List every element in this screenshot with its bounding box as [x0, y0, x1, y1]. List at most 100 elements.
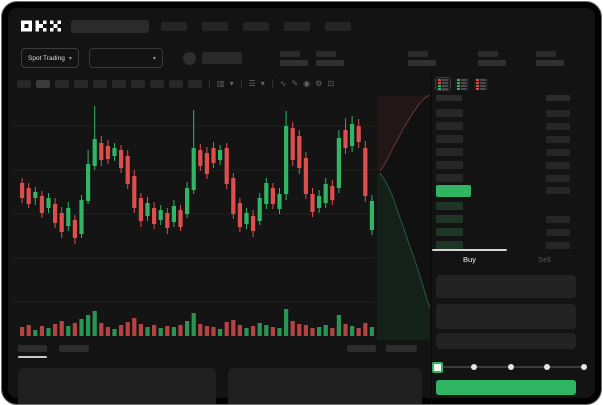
volume-bar — [79, 319, 84, 336]
draw-icon[interactable]: ✎ — [291, 78, 299, 88]
okx-logo[interactable] — [21, 20, 61, 32]
orderbook-bid-row[interactable] — [436, 228, 463, 236]
orderbook-bid-row[interactable] — [436, 241, 463, 249]
candle — [237, 203, 242, 227]
volume-bar — [218, 329, 223, 336]
chart-type-icon[interactable]: ▥ — [217, 78, 225, 88]
timeframe-button[interactable] — [17, 79, 31, 88]
toolbar-divider — [271, 78, 273, 89]
candle — [165, 213, 170, 228]
nav-item-placeholder[interactable] — [161, 21, 187, 31]
nav-item-placeholder[interactable] — [202, 21, 228, 31]
amount-percent-slider[interactable] — [432, 361, 587, 373]
volume-bar — [171, 327, 176, 336]
timeframe-button[interactable] — [169, 79, 183, 88]
settings-icon[interactable]: ⚙ — [315, 78, 323, 88]
candle — [92, 139, 97, 166]
nav-item-placeholder[interactable] — [325, 21, 351, 31]
timeframe-button[interactable] — [55, 79, 69, 88]
candlestick-chart[interactable] — [13, 94, 431, 340]
candle — [79, 200, 84, 234]
candle — [297, 136, 302, 168]
volume-bar — [251, 326, 256, 336]
orderbook-ask-row[interactable] — [436, 161, 463, 169]
active-tab-indicator — [432, 249, 507, 251]
volume-bar — [158, 328, 163, 336]
bottom-tab[interactable] — [59, 345, 89, 352]
orderbook-price-header[interactable] — [436, 95, 462, 101]
nav-item-placeholder[interactable] — [243, 21, 269, 31]
orderbook-ask-row[interactable] — [436, 135, 463, 143]
timeframe-button[interactable] — [131, 79, 145, 88]
toolbar-divider — [240, 78, 242, 89]
timeframe-button[interactable] — [150, 79, 164, 88]
candle — [244, 213, 249, 224]
timeframe-button[interactable] — [93, 79, 107, 88]
ticker-stat — [315, 50, 344, 66]
slider-stop[interactable] — [470, 364, 477, 370]
volume-bar — [191, 313, 196, 336]
bottom-panel — [18, 368, 216, 404]
orderbook-bids-icon[interactable] — [455, 78, 469, 90]
pair-name-placeholder — [201, 52, 242, 64]
fullscreen-icon[interactable]: ⊡ — [327, 78, 335, 88]
candle — [33, 192, 38, 198]
timeframe-button[interactable] — [188, 79, 202, 88]
volume-bar — [277, 328, 282, 336]
search-input[interactable] — [71, 19, 149, 33]
slider-stop[interactable] — [507, 364, 514, 370]
bottom-tab[interactable] — [18, 345, 47, 352]
volume-bar — [264, 325, 269, 336]
price-field[interactable] — [436, 275, 576, 298]
orderbook-ask-row[interactable] — [436, 109, 463, 117]
last-price-highlight[interactable] — [436, 185, 471, 197]
candle — [257, 198, 262, 221]
orderbook-bid-row[interactable] — [436, 202, 463, 210]
bottom-panel-control[interactable] — [347, 345, 376, 352]
volume-bar — [59, 321, 64, 336]
volume-bar — [336, 315, 341, 336]
indicator-icon[interactable]: ☰ — [248, 78, 256, 88]
volume-bar — [39, 326, 44, 336]
amount-field[interactable] — [436, 304, 576, 329]
candle — [369, 201, 374, 230]
main-nav — [161, 21, 351, 31]
volume-bar — [350, 326, 355, 336]
orderbook-ask-row[interactable] — [436, 174, 463, 182]
chevron-down-icon[interactable]: ▾ — [260, 78, 265, 88]
line-tool-icon[interactable]: ∿ — [279, 78, 287, 88]
nav-item-placeholder[interactable] — [284, 21, 310, 31]
camera-icon[interactable]: ◉ — [303, 78, 311, 88]
total-field[interactable] — [436, 333, 576, 349]
volume-bar — [237, 325, 242, 336]
market-type-dropdown[interactable]: Spot Trading ▾ — [21, 48, 79, 68]
pair-selector-dropdown[interactable]: ▾ — [88, 48, 163, 68]
candle — [152, 208, 157, 224]
bottom-panel-control[interactable] — [386, 345, 417, 352]
timeframe-button[interactable] — [36, 79, 50, 88]
candle — [336, 138, 341, 188]
candle — [303, 158, 308, 194]
candle — [310, 194, 315, 212]
candle — [119, 150, 124, 168]
slider-handle[interactable] — [432, 362, 443, 373]
orderbook-asks-icon[interactable] — [474, 78, 488, 90]
candle — [145, 203, 150, 216]
orderbook-bid-row[interactable] — [436, 215, 463, 223]
orderbook-ask-row[interactable] — [436, 148, 463, 156]
timeframe-button[interactable] — [74, 79, 88, 88]
slider-stop[interactable] — [544, 364, 551, 370]
orderbook-both-icon[interactable] — [435, 77, 451, 91]
orderbook-ask-row[interactable] — [436, 122, 463, 130]
volume-bar — [257, 323, 262, 336]
tab-sell[interactable]: Sell — [538, 255, 551, 264]
timeframe-button[interactable] — [112, 79, 126, 88]
candle — [72, 220, 77, 238]
buy-submit-button[interactable] — [436, 380, 576, 395]
volume-bar — [66, 326, 71, 336]
volume-bar — [165, 326, 170, 336]
tab-buy[interactable]: Buy — [463, 255, 476, 264]
volume-bar — [244, 328, 249, 336]
chevron-down-icon[interactable]: ▾ — [229, 78, 234, 88]
slider-stop[interactable] — [581, 364, 587, 370]
